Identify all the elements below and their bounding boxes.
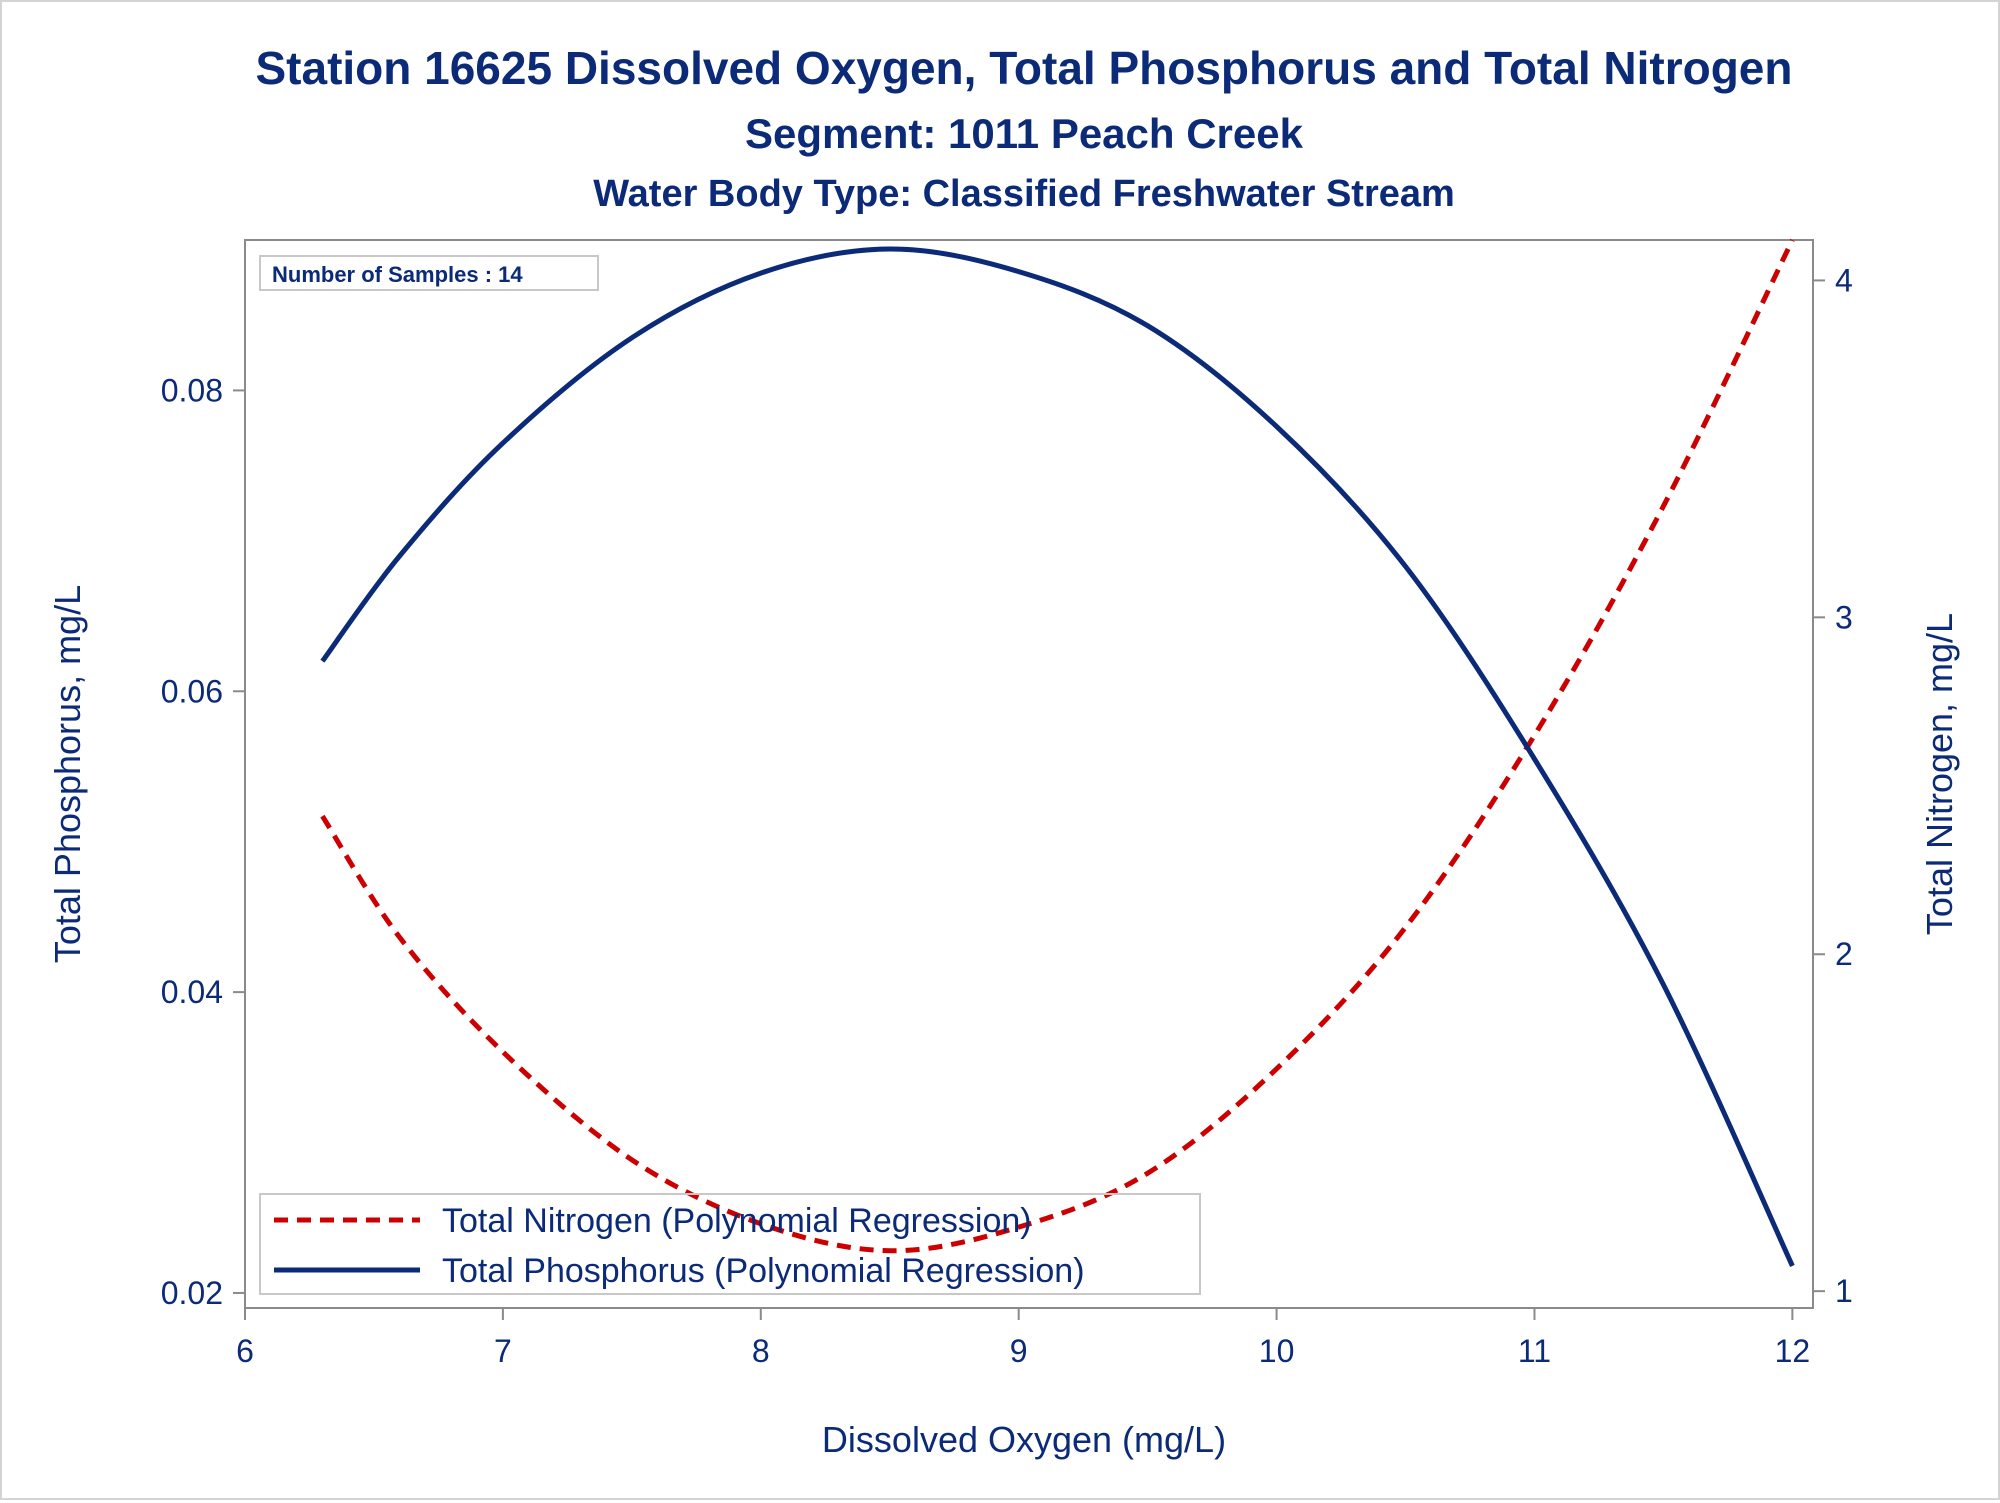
- x-axis-ticks: 6 7 8 9 10 11 12: [236, 1308, 1810, 1369]
- legend-box: [259, 1193, 1201, 1295]
- y-tick-label: 0.08: [161, 372, 223, 408]
- inset-box: [259, 255, 599, 291]
- series-line-total-phosphorus: [320, 246, 1795, 1267]
- legend-label-nitrogen: Total Nitrogen (Polynomial Regression): [442, 1202, 1032, 1240]
- y-axis-ticks: 0.02 0.04 0.06 0.08: [161, 372, 245, 1311]
- y2-axis-label: Total Nitrogen, mg/L: [1919, 613, 1960, 935]
- x-axis-label: Dissolved Oxygen (mg/L): [822, 1419, 1226, 1460]
- y2-tick-label: 1: [1835, 1273, 1853, 1309]
- chart-subtitle: Segment: 1011 Peach Creek: [745, 110, 1304, 157]
- y2-tick-label: 3: [1835, 599, 1853, 635]
- legend: Total Nitrogen (Polynomial Regression) T…: [259, 1193, 1201, 1295]
- y-tick-label: 0.04: [161, 974, 223, 1010]
- legend-label-phosphorus: Total Phosphorus (Polynomial Regression): [442, 1252, 1085, 1290]
- x-tick-label: 7: [494, 1333, 512, 1369]
- y-tick-label: 0.02: [161, 1275, 223, 1311]
- x-tick-label: 6: [236, 1333, 254, 1369]
- chart-subtitle-2: Water Body Type: Classified Freshwater S…: [593, 173, 1455, 215]
- x-tick-label: 12: [1775, 1333, 1811, 1369]
- series-layer: [320, 238, 1795, 1267]
- x-tick-label: 10: [1259, 1333, 1295, 1369]
- plot-area: [244, 239, 1814, 1309]
- y2-tick-label: 4: [1835, 262, 1853, 298]
- series-line-total-nitrogen: [320, 238, 1795, 1254]
- y-tick-label: 0.06: [161, 673, 223, 709]
- x-tick-label: 8: [752, 1333, 770, 1369]
- chart-title: Station 16625 Dissolved Oxygen, Total Ph…: [255, 42, 1792, 94]
- sample-count-label: Number of Samples : 14: [272, 262, 523, 287]
- x-tick-label: 11: [1518, 1333, 1551, 1369]
- y2-axis-ticks: 1 2 3 4: [1813, 262, 1853, 1309]
- y2-tick-label: 2: [1835, 936, 1853, 972]
- y-axis-label: Total Phosphorus, mg/L: [47, 585, 88, 963]
- x-tick-label: 9: [1010, 1333, 1028, 1369]
